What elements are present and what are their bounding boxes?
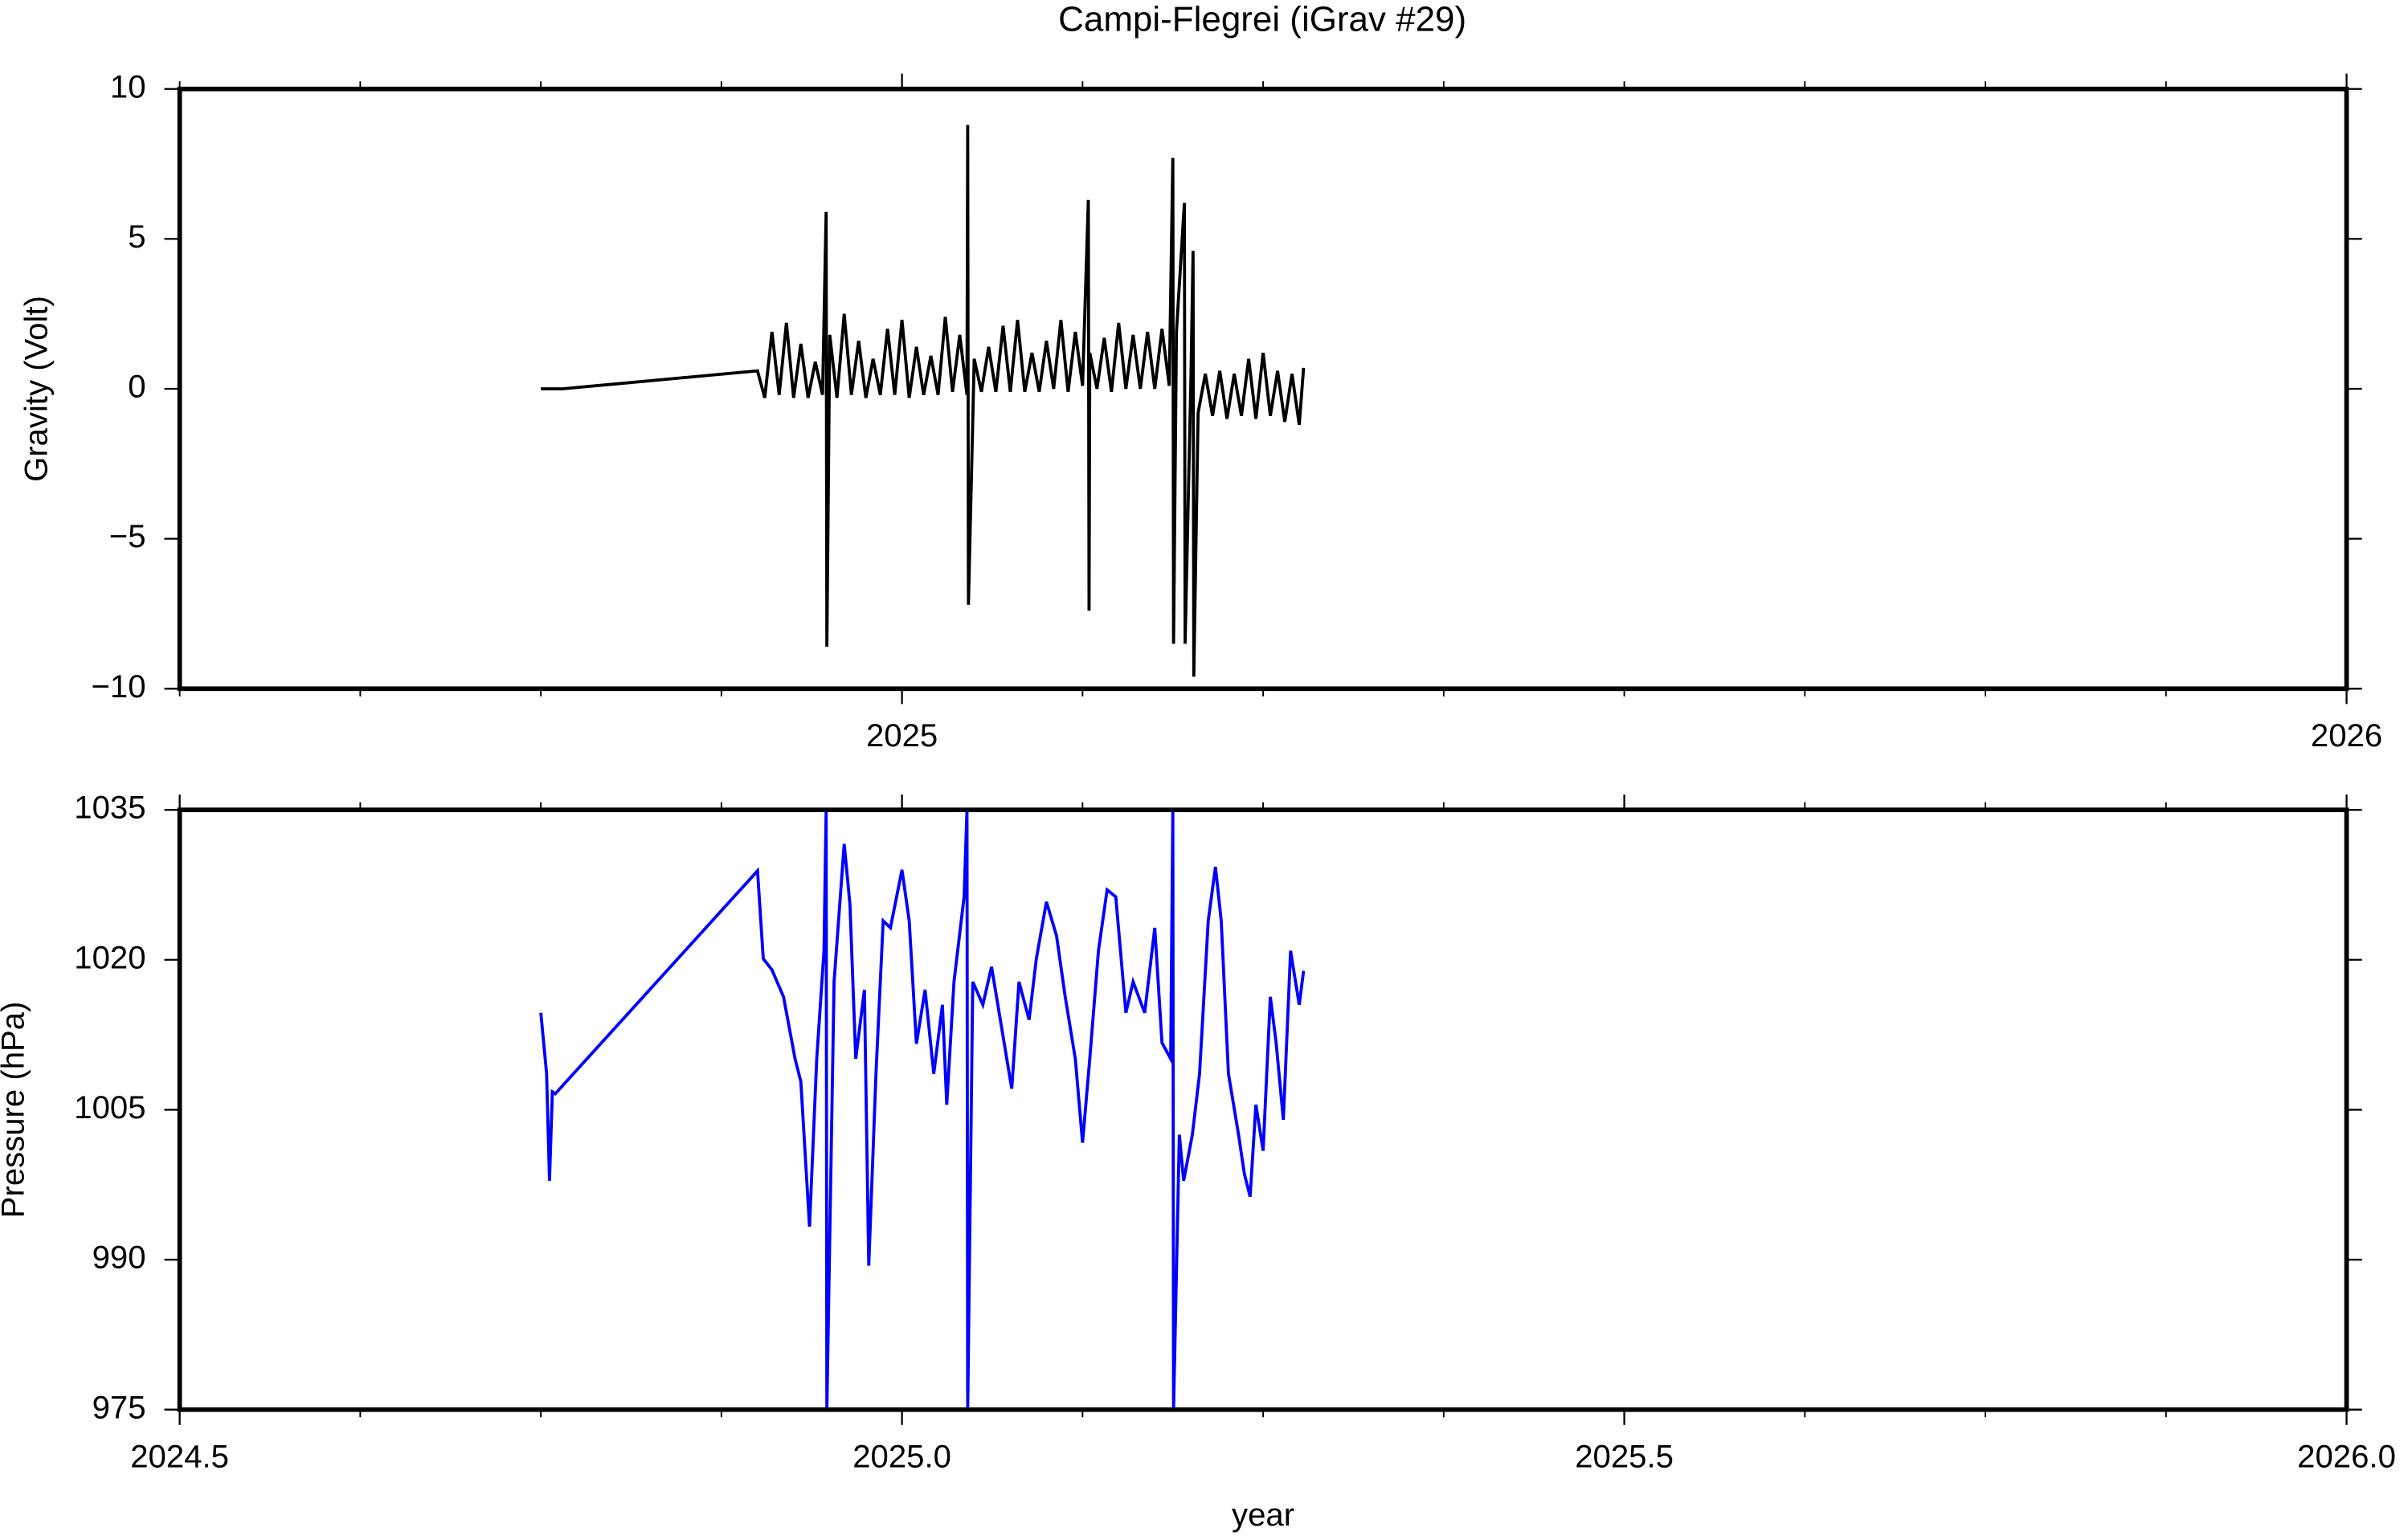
y-tick-label: −5 <box>109 519 146 554</box>
y-tick-label: 0 <box>128 370 145 405</box>
x-tick-label: 2026.0 <box>2297 1439 2396 1474</box>
x-axis-label: year <box>1232 1497 1294 1533</box>
y-tick-label: 1035 <box>74 790 145 826</box>
y-tick-label: 990 <box>92 1240 146 1276</box>
y-axis-label: Pressure (hPa) <box>0 1002 31 1219</box>
y-tick-label: 10 <box>110 69 146 104</box>
x-tick-label: 2026 <box>2311 718 2382 754</box>
y-tick-label: 5 <box>128 219 145 255</box>
y-axis-label: Gravity (Volt) <box>18 296 54 482</box>
x-tick-label: 2025 <box>866 718 938 754</box>
x-tick-label: 2025.0 <box>852 1439 951 1474</box>
y-tick-label: 975 <box>92 1390 146 1425</box>
chart-title: Campi-Flegrei (iGrav #29) <box>1058 0 1466 39</box>
x-tick-label: 2025.5 <box>1575 1439 1674 1474</box>
y-tick-label: 1005 <box>74 1090 145 1125</box>
y-tick-label: 1020 <box>74 940 145 975</box>
plot-frame <box>177 807 2349 1412</box>
data-line <box>541 125 1306 677</box>
data-line <box>539 810 1306 1410</box>
y-tick-label: −10 <box>91 669 145 705</box>
x-tick-label: 2024.5 <box>130 1439 229 1474</box>
plot-frame <box>177 86 2349 692</box>
